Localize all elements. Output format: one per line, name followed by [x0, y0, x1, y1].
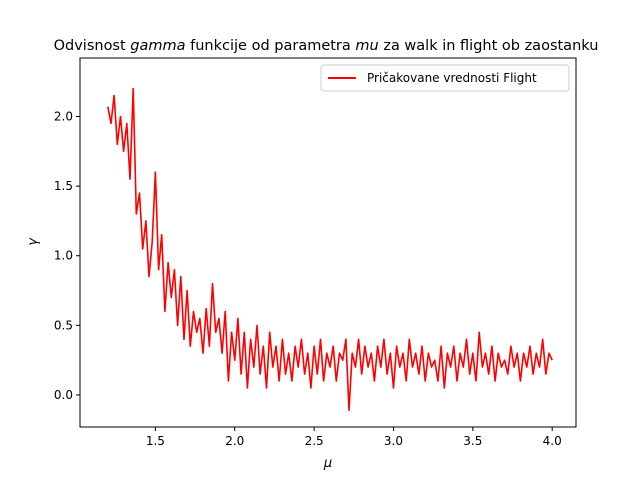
x-axis-label: μ [323, 456, 332, 471]
chart-title-prefix: Odvisnost [54, 38, 131, 54]
x-tick-label: 2.0 [225, 434, 244, 448]
x-tick-label: 3.0 [384, 434, 403, 448]
legend: Pričakovane vrednosti Flight [320, 64, 570, 92]
x-tick-label: 2.5 [305, 434, 324, 448]
y-tick-label: 1.0 [54, 249, 73, 263]
y-tick-label: 2.0 [54, 109, 73, 123]
chart-title-gamma: gamma [130, 38, 185, 54]
chart-title: Odvisnost gamma funkcije od parametra mu… [54, 38, 599, 54]
y-tick-label: 1.5 [54, 179, 73, 193]
x-tick-label: 1.5 [146, 434, 165, 448]
chart-title-mu: mu [355, 38, 378, 54]
legend-label: Pričakovane vrednosti Flight [367, 71, 537, 85]
x-tick-label: 4.0 [543, 434, 562, 448]
plot-frame [79, 57, 577, 428]
y-axis-ticks: 0.0 0.5 1.0 1.5 2.0 [54, 109, 80, 402]
y-tick-label: 0.0 [54, 388, 73, 402]
y-tick-label: 0.5 [54, 318, 73, 332]
legend-box [320, 64, 570, 92]
series-layer [107, 87, 553, 412]
series-line-0 [107, 87, 553, 412]
y-axis-label: γ [26, 237, 41, 246]
chart-title-suffix: za walk in flight ob zaostanku [379, 38, 599, 54]
x-tick-label: 3.5 [463, 434, 482, 448]
chart-title-mid: funkcije od parametra [186, 38, 356, 54]
x-axis-ticks: 1.5 2.0 2.5 3.0 3.5 4.0 [146, 427, 562, 448]
